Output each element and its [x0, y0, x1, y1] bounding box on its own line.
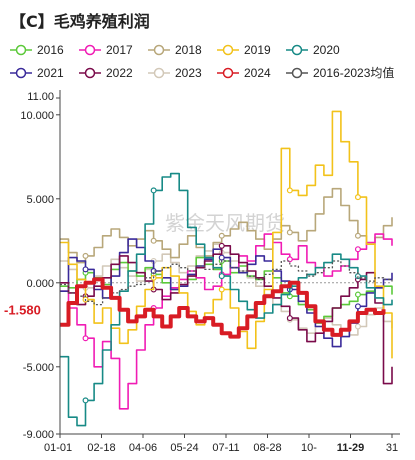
series-point	[218, 254, 225, 261]
x-tick-label: 07-11	[212, 442, 239, 454]
legend-label: 2022	[106, 66, 133, 80]
series-point	[286, 187, 293, 194]
y-tick-label: -9.000	[23, 429, 54, 441]
legend-item[interactable]: 2016	[10, 43, 64, 57]
legend-item[interactable]: 2017	[79, 43, 133, 57]
series-point	[354, 323, 361, 330]
series-line-2024	[60, 277, 386, 339]
legend-label: 2024	[244, 66, 271, 80]
series-point	[354, 246, 361, 253]
watermark: 紫金天风期货	[165, 211, 285, 235]
legend-marker-icon	[222, 67, 234, 79]
legend-item[interactable]: 2022	[79, 66, 133, 80]
legend-label: 2016-2023均值	[313, 65, 394, 80]
series-line-2020	[60, 172, 393, 427]
series-point	[218, 242, 225, 249]
x-tick-label: 31	[386, 442, 398, 454]
legend-marker-icon	[222, 44, 234, 56]
legend-label: 2016	[37, 43, 64, 57]
legend-item[interactable]: 2023	[148, 66, 202, 80]
chart-title: 【C】毛鸡养殖利润	[10, 12, 150, 31]
y-tick-label: 5.000	[26, 194, 54, 206]
y-tick-label: 10.000	[20, 110, 54, 122]
series-line-2018	[60, 187, 393, 264]
series-point	[354, 232, 361, 239]
legend-item[interactable]: 2024	[217, 66, 271, 80]
latest-value-label: -1.580	[4, 302, 41, 317]
x-tick-label-latest: 11-29	[337, 442, 365, 454]
legend-marker-icon	[15, 44, 27, 56]
legend: 2016 2017 2018 2019 2020 2021 2022 2023 2024 2016…	[10, 43, 394, 80]
legend-label: 2018	[175, 43, 202, 57]
legend-item[interactable]: 2020	[286, 43, 340, 57]
series-point	[286, 229, 293, 236]
legend-item[interactable]: 2016-2023均值	[286, 65, 394, 80]
legend-marker-icon	[15, 67, 27, 79]
series-point	[82, 335, 89, 342]
legend-marker-icon	[84, 67, 96, 79]
series-point	[218, 286, 225, 293]
series-point	[354, 291, 361, 298]
x-tick-label: 10-	[301, 442, 317, 454]
series-point	[82, 252, 89, 259]
legend-marker-icon	[291, 44, 303, 56]
legend-item[interactable]: 2018	[148, 43, 202, 57]
series-point	[286, 315, 293, 322]
series-line-2021	[60, 238, 393, 348]
series-point	[218, 232, 225, 239]
x-tick-label: 04-06	[129, 442, 157, 454]
legend-label: 2019	[244, 43, 271, 57]
series-point	[150, 237, 157, 244]
legend-marker-icon	[84, 44, 96, 56]
x-tick-label: 02-18	[87, 442, 115, 454]
legend-label: 2020	[313, 43, 340, 57]
x-tick-label: 01-01	[44, 442, 72, 454]
legend-item[interactable]: 2019	[217, 43, 271, 57]
series-line-2022	[60, 245, 393, 385]
x-tick-label: 08-28	[253, 442, 281, 454]
legend-marker-icon	[153, 44, 165, 56]
x-tick-label: 05-24	[170, 442, 198, 454]
y-tick-label: 0.000	[26, 278, 54, 290]
series-layer	[60, 110, 393, 427]
legend-marker-icon	[291, 67, 303, 79]
series-point	[354, 303, 361, 310]
series-line-2017	[60, 233, 393, 410]
series-point	[82, 266, 89, 273]
series-point	[218, 273, 225, 280]
series-point	[82, 397, 89, 404]
legend-label: 2023	[175, 66, 202, 80]
series-point	[354, 194, 361, 201]
y-tick-label: -5.000	[23, 362, 54, 374]
series-point	[150, 187, 157, 194]
legend-label: 2021	[37, 66, 64, 80]
legend-label: 2017	[106, 43, 133, 57]
y-tick-label: 11.00	[27, 91, 54, 103]
legend-item[interactable]: 2021	[10, 66, 64, 80]
legend-marker-icon	[153, 67, 165, 79]
